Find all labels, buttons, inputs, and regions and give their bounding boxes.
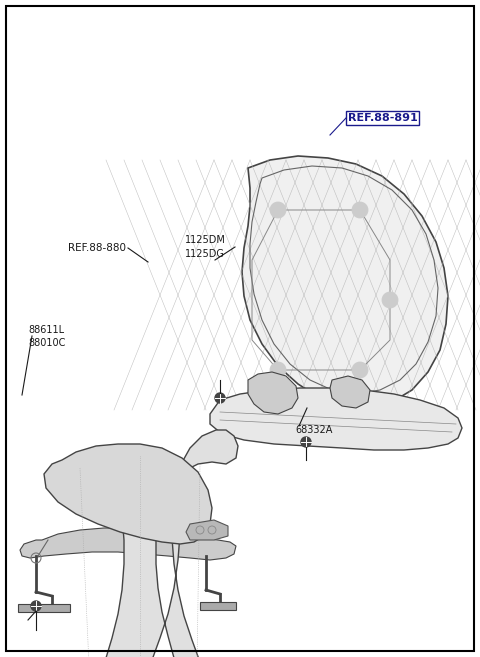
Circle shape — [301, 437, 311, 447]
Polygon shape — [210, 388, 462, 450]
Polygon shape — [200, 602, 236, 610]
Text: REF.88-891: REF.88-891 — [348, 113, 418, 123]
Polygon shape — [18, 604, 70, 612]
Circle shape — [352, 362, 368, 378]
Circle shape — [352, 202, 368, 218]
Circle shape — [270, 202, 286, 218]
Text: 1125DG: 1125DG — [185, 249, 225, 259]
Polygon shape — [186, 520, 228, 540]
Polygon shape — [330, 376, 370, 408]
Polygon shape — [20, 528, 236, 560]
Circle shape — [215, 393, 225, 403]
Polygon shape — [242, 156, 448, 408]
Text: 88010C: 88010C — [28, 338, 65, 348]
Circle shape — [382, 292, 398, 308]
Polygon shape — [250, 166, 438, 394]
Polygon shape — [248, 372, 298, 414]
Circle shape — [270, 362, 286, 378]
Text: 1125DM: 1125DM — [185, 235, 226, 245]
Text: 88611L: 88611L — [28, 325, 64, 335]
Text: 68332A: 68332A — [295, 425, 332, 435]
Polygon shape — [68, 430, 238, 657]
Circle shape — [31, 601, 41, 611]
Polygon shape — [44, 444, 212, 544]
Text: REF.88-880: REF.88-880 — [68, 243, 126, 253]
